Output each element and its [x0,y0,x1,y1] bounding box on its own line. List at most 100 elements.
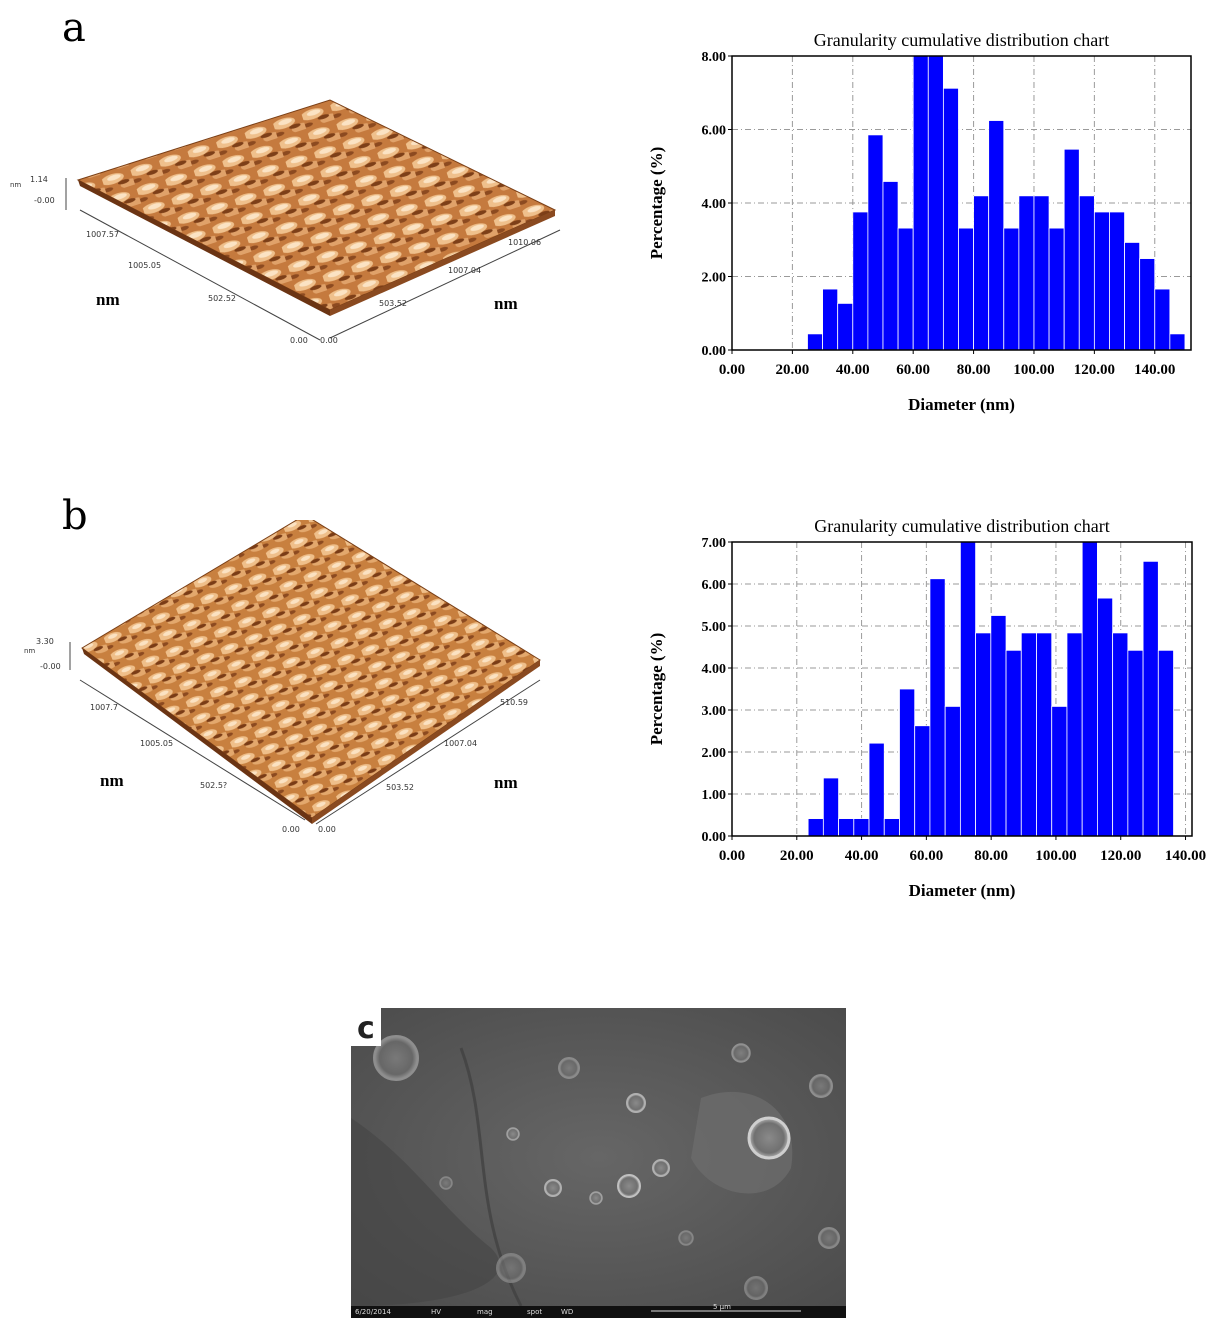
x-tick-label: 100.00 [1013,362,1054,378]
y-axis-label: Percentage (%) [647,147,666,260]
y-tick-label: 0.00 [702,344,727,359]
histogram-bar [897,227,914,351]
z-max-label: 1.14 [30,175,48,184]
y-tick-label: 4.00 [702,662,727,677]
left-axis-line [79,679,306,821]
y-tick-label: 0.00 [702,830,727,845]
afm-right-wall [330,210,555,316]
right-unit-label: nm [494,773,518,792]
histogram-bar [867,134,884,351]
sem-info-mag: mag [477,1308,493,1316]
y-tick-label: 5.00 [702,620,727,635]
left-unit-label: nm [100,771,124,790]
panel-letter-b: b [62,493,88,539]
left-tick-3: 502.52 [208,294,236,303]
histogram-bar [914,725,931,837]
afm-surface [81,520,541,819]
right-tick-4: 0.00 [318,825,336,834]
left-tick-1: 1007.7 [90,703,118,712]
y-tick-label: 4.00 [702,197,727,212]
histogram-bar [958,227,974,351]
histogram-bar [838,818,855,837]
histogram-bar [1051,706,1068,837]
histogram-bar [1018,195,1035,351]
afm-right-wall [312,660,540,824]
afm-topography-a: 1.14 nm -0.00 1007.57 1005.05 502.52 0.0… [10,99,561,345]
x-tick-label: 140.00 [1134,362,1175,378]
histogram-bar [927,55,944,351]
histogram-bar [807,818,824,837]
histogram-bar [883,818,900,837]
x-tick-label: 120.00 [1074,362,1115,378]
y-tick-label: 2.00 [702,271,727,286]
right-axis-line [315,679,541,825]
right-tick-3: 503.52 [386,783,414,792]
panel-letter-c: c [357,1011,375,1046]
histogram-bar [1078,195,1095,351]
histogram-bar [1154,288,1171,351]
granularity-chart-b: Granularity cumulative distribution char… [647,516,1206,900]
histogram-bar [990,615,1007,837]
z-min-label: -0.00 [40,662,61,671]
y-tick-label: 7.00 [702,536,727,551]
right-tick-3: 503.52 [379,299,407,308]
y-axis-label: Percentage (%) [647,633,666,746]
sem-particles [373,1035,840,1300]
histogram-bar [1003,227,1020,351]
histogram-bar [1066,632,1083,837]
histogram-bar [973,195,990,351]
z-unit-label: nm [10,181,21,189]
histogram-bar [822,288,839,351]
y-tick-label: 1.00 [702,788,727,803]
histogram-bar [822,777,839,837]
y-tick-label: 2.00 [702,746,727,761]
x-axis-label: Diameter (nm) [909,881,1016,900]
sem-scale-label: 5 µm [713,1303,731,1311]
left-tick-4: 0.00 [282,825,300,834]
x-tick-label: 60.00 [896,362,930,378]
x-tick-label: 20.00 [776,362,810,378]
plot-frame [731,541,1193,837]
x-tick-label: 0.00 [719,362,745,378]
left-tick-2: 1005.05 [140,739,173,748]
sem-info-bar [351,1306,846,1318]
histogram-bar [1097,597,1114,837]
histogram-bar [1157,649,1174,837]
chart-title: Granularity cumulative distribution char… [814,30,1109,50]
x-tick-label: 40.00 [845,848,879,864]
histogram-bar [1127,649,1144,837]
sem-info-date: 6/20/2014 [355,1308,391,1316]
y-tick-label: 6.00 [702,124,727,139]
histogram-bar [1081,541,1098,837]
y-tick-label: 8.00 [702,50,727,65]
sem-info-wd: WD [561,1308,573,1316]
histogram-bar [1020,632,1037,837]
histogram-bar [944,706,961,837]
granularity-chart-a: Granularity cumulative distribution char… [647,30,1192,414]
histogram-bar [1109,211,1125,351]
histogram-bar [1033,195,1050,351]
histogram-bar [1063,148,1080,351]
sem-info-fields: 6/20/2014 HV mag spot WD 5 µm [355,1303,801,1316]
right-unit-label: nm [494,294,518,313]
histogram-bar [1169,333,1186,351]
left-tick-4: 0.00 [290,336,308,345]
histogram-bar [929,578,946,837]
histogram-bar [1112,632,1129,837]
sem-info-hv: HV [431,1308,441,1316]
left-axis-line [79,209,321,341]
histogram-bar [1048,227,1065,351]
histogram-bar [837,302,854,351]
x-tick-label: 120.00 [1100,848,1141,864]
left-tick-1: 1007.57 [86,230,119,239]
histogram-bar [912,55,929,351]
histogram-bar [975,632,992,837]
right-tick-1: 510.59 [500,698,528,707]
left-tick-2: 1005.05 [128,261,161,270]
right-axis-line [329,229,561,339]
x-axis-label: Diameter (nm) [908,395,1015,414]
right-tick-4: 0.00 [320,336,338,345]
histogram-bar [1139,258,1156,351]
histogram-bar [1093,211,1110,351]
x-tick-label: 100.00 [1035,848,1076,864]
